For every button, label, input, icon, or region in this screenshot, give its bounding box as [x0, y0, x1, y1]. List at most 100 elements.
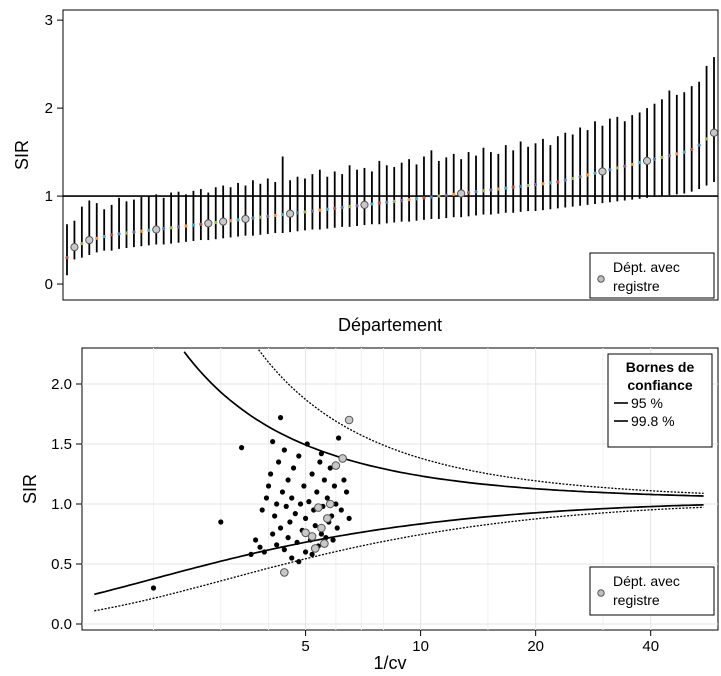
caterpillar-point [615, 166, 619, 170]
funnel-point [318, 451, 324, 457]
ci95-upper-curve [183, 351, 704, 497]
funnel-point [296, 559, 302, 565]
caterpillar-intervals [66, 57, 715, 276]
caterpillar-point [229, 219, 233, 223]
caterpillar-point [124, 231, 129, 235]
caterpillar-point [347, 205, 352, 209]
funnel-point [333, 501, 339, 507]
confidence-legend-title-line1: Bornes de [626, 359, 695, 375]
caterpillar-point [139, 229, 143, 233]
funnel-point [323, 535, 329, 541]
funnel-registry-point [331, 461, 341, 470]
funnel-point [270, 439, 276, 445]
funnel-point [309, 471, 315, 477]
caterpillar-registry-point [642, 156, 652, 165]
caterpillar-point [429, 195, 434, 199]
caterpillar-point [481, 189, 486, 193]
caterpillar-points [65, 128, 719, 260]
caterpillar-registry-point [70, 243, 79, 252]
caterpillar-registry-point [152, 225, 161, 234]
confidence-legend-998-label: 99.8 % [631, 413, 675, 429]
caterpillar-registry-point [360, 200, 369, 209]
caterpillar-legend-box [589, 252, 715, 299]
funnel-point [290, 465, 297, 471]
caterpillar-point [117, 232, 121, 236]
caterpillar-point [407, 198, 411, 202]
caterpillar-point [333, 206, 337, 210]
caterpillar-point [533, 183, 538, 187]
caterpillar-y-axis-title: SIR [12, 140, 32, 170]
confidence-legend-title-line2: confiance [627, 377, 693, 393]
funnel-point [277, 415, 284, 421]
funnel-point [301, 483, 307, 489]
funnel-registry-point [280, 568, 289, 577]
funnel-point [338, 507, 344, 513]
caterpillar-point [556, 180, 560, 184]
funnel-point [302, 549, 309, 555]
caterpillar-point [608, 168, 612, 172]
caterpillar-point [667, 154, 671, 158]
funnel-point [279, 489, 286, 495]
funnel-registry-legend-marker [597, 589, 605, 597]
caterpillar-point [422, 196, 426, 200]
caterpillar-point [162, 227, 166, 231]
caterpillar-point [110, 233, 114, 237]
funnel-point [274, 542, 280, 548]
caterpillar-point [437, 194, 441, 198]
funnel-registry-legend-label-line2: registre [613, 592, 660, 608]
caterpillar-point [95, 236, 99, 240]
funnel-point [343, 489, 350, 495]
caterpillar-legend-label-line2: registre [613, 278, 660, 294]
funnel-registry-legend-box [589, 566, 715, 616]
confidence-legend-box [607, 353, 713, 448]
caterpillar-point [623, 164, 627, 168]
funnel-point [330, 537, 336, 543]
funnel-point [327, 465, 333, 471]
funnel-x-tick-label: 20 [527, 638, 544, 655]
caterpillar-y-tick-label: 0 [45, 276, 53, 293]
caterpillar-point [191, 223, 196, 227]
caterpillar-point [184, 224, 188, 228]
caterpillar-point [519, 184, 523, 189]
funnel-registry-point [307, 532, 317, 541]
funnel-point [302, 515, 309, 522]
funnel-confidence-limits [94, 349, 704, 612]
caterpillar-registry-point [241, 214, 250, 224]
funnel-point [334, 525, 340, 531]
funnel-point [257, 544, 263, 550]
caterpillar-point [585, 173, 590, 177]
funnel-point [306, 499, 312, 505]
funnel-point [274, 501, 280, 507]
caterpillar-point [132, 230, 136, 234]
funnel-y-tick-label: 0.0 [51, 616, 72, 633]
funnel-points [150, 415, 354, 591]
caterpillar-legend: Dépt. avec registre [589, 252, 715, 299]
funnel-registry-point [320, 539, 329, 548]
caterpillar-point [496, 187, 500, 191]
caterpillar-point [214, 220, 218, 225]
funnel-point [270, 531, 276, 537]
funnel-point [292, 510, 298, 517]
funnel-point [281, 547, 287, 553]
caterpillar-point [80, 241, 84, 246]
funnel-registry-point [344, 415, 354, 425]
caterpillar-point [325, 207, 329, 211]
funnel-point [285, 535, 291, 541]
caterpillar-point [385, 200, 389, 204]
caterpillar-point [593, 171, 597, 175]
funnel-point [341, 477, 347, 483]
caterpillar-point [690, 147, 694, 152]
caterpillar-point [504, 186, 508, 190]
caterpillar-point [526, 183, 530, 188]
caterpillar-point [704, 137, 709, 141]
confidence-legend-95-label: 95 % [631, 395, 663, 411]
caterpillar-point [318, 208, 322, 212]
caterpillar-point [65, 256, 69, 260]
caterpillar-registry-point [85, 235, 94, 245]
funnel-point [346, 515, 352, 522]
funnel-point [331, 483, 338, 489]
caterpillar-x-axis-title: Département [338, 315, 442, 335]
caterpillar-point [630, 162, 634, 167]
caterpillar-point [377, 201, 381, 205]
funnel-registry-point [301, 528, 310, 538]
